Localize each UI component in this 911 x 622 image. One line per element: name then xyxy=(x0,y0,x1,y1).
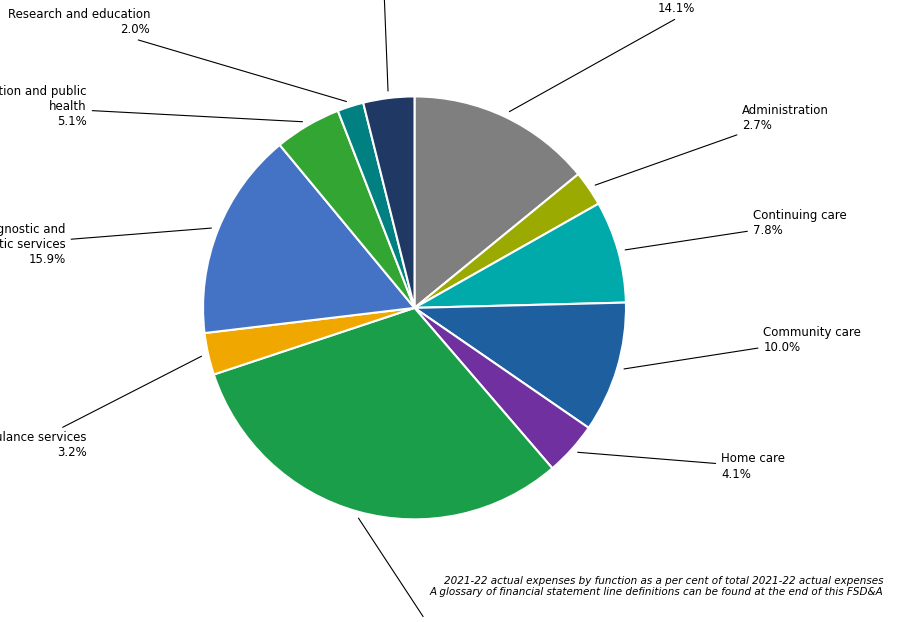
Wedge shape xyxy=(338,103,415,308)
Wedge shape xyxy=(415,174,599,308)
Wedge shape xyxy=(415,203,626,308)
Wedge shape xyxy=(203,145,415,333)
Wedge shape xyxy=(415,308,589,468)
Wedge shape xyxy=(205,308,415,374)
Text: Support services
14.1%: Support services 14.1% xyxy=(509,0,757,111)
Text: Research and education
2.0%: Research and education 2.0% xyxy=(7,8,346,101)
Wedge shape xyxy=(280,111,415,308)
Text: Population and public
health
5.1%: Population and public health 5.1% xyxy=(0,85,302,129)
Wedge shape xyxy=(363,96,415,308)
Text: Continuing care
7.8%: Continuing care 7.8% xyxy=(625,209,846,250)
Text: Administration
2.7%: Administration 2.7% xyxy=(595,103,829,185)
Text: Community care
10.0%: Community care 10.0% xyxy=(624,325,861,369)
Text: Home care
4.1%: Home care 4.1% xyxy=(578,452,785,481)
Text: Diagnostic and
therapeutic services
15.9%: Diagnostic and therapeutic services 15.9… xyxy=(0,223,211,266)
Text: Acute Care
31.2%: Acute Care 31.2% xyxy=(358,518,468,622)
Wedge shape xyxy=(415,302,626,428)
Wedge shape xyxy=(214,308,552,519)
Text: Information technology
3.9%: Information technology 3.9% xyxy=(314,0,452,91)
Wedge shape xyxy=(415,96,578,308)
Text: Ambulance services
3.2%: Ambulance services 3.2% xyxy=(0,356,201,460)
Text: 2021-22 actual expenses by function as a per cent of total 2021-22 actual expens: 2021-22 actual expenses by function as a… xyxy=(430,575,884,597)
